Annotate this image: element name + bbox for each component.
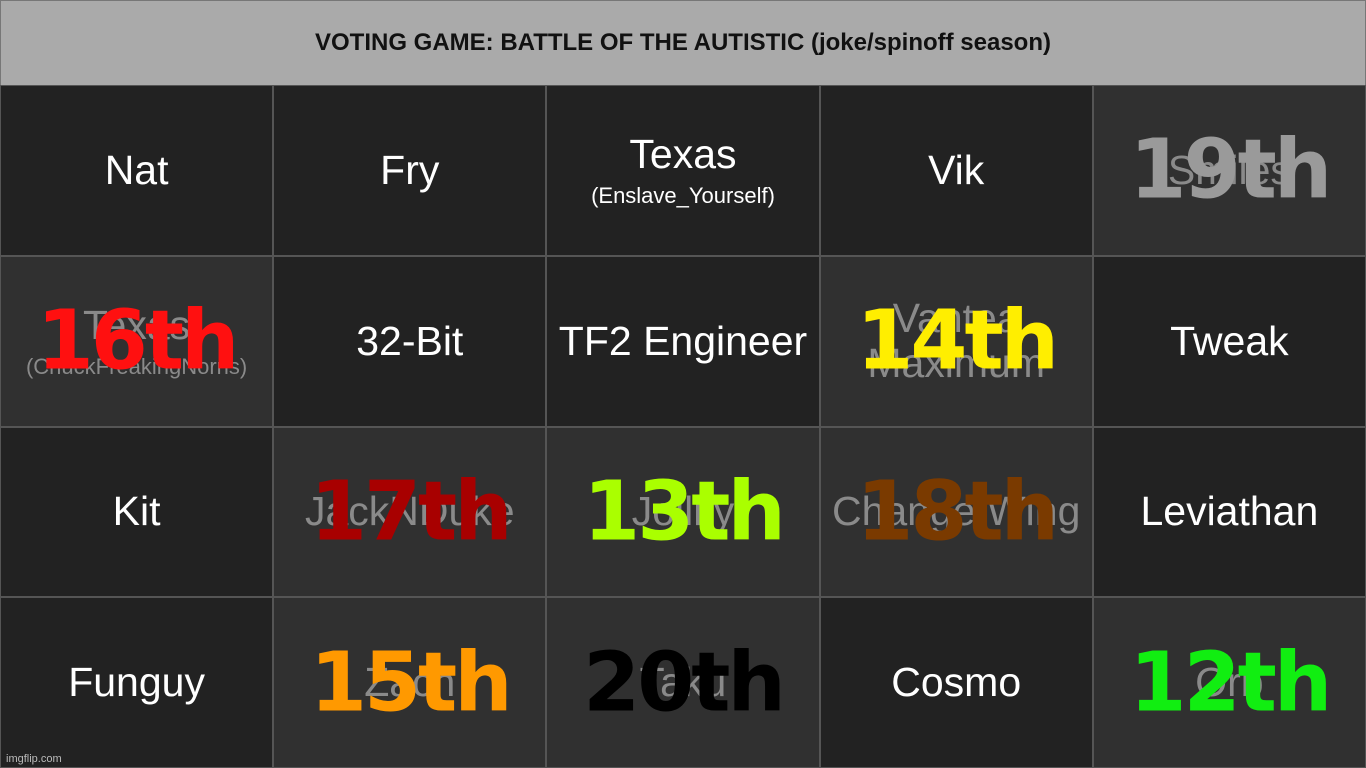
- contestant-name: Vantea Maximum: [867, 295, 1046, 387]
- contestant-name: Tweak: [1170, 317, 1289, 364]
- contestant-cell: Kit: [0, 426, 274, 598]
- contestant-name: Texas: [629, 130, 737, 177]
- contestant-cell: Change Wing 18th: [819, 426, 1093, 598]
- contestant-name: JackNDuke: [304, 488, 515, 535]
- contestant-subname: (ChuckFreakingNorris): [25, 353, 248, 379]
- contestant-cell: JackNDuke 17th: [273, 426, 547, 598]
- contestant-cell: Jollity 13th: [546, 426, 820, 598]
- contestant-name: Cosmo: [891, 659, 1022, 706]
- contestant-name: Nat: [104, 146, 169, 193]
- watermark: imgflip.com: [6, 753, 62, 765]
- contestant-name: Funguy: [68, 659, 205, 706]
- contestant-name: Smiles: [1167, 146, 1291, 193]
- contestant-name: Change Wing: [831, 488, 1081, 535]
- contestant-cell: Zach 15th: [273, 597, 547, 768]
- elimination-rank: 20th: [583, 635, 786, 731]
- elimination-rank: 12th: [1129, 635, 1333, 731]
- contestant-cell: 32-Bit: [273, 255, 547, 427]
- contestant-cell: Texas (ChuckFreakingNorris) 16th: [0, 255, 274, 427]
- contestant-name: 32-Bit: [356, 317, 464, 364]
- contestant-cell: Nat: [0, 85, 274, 256]
- contestant-cell: Taku 20th: [546, 597, 820, 768]
- contestant-cell: Fry: [273, 85, 547, 256]
- contestant-name: Vik: [928, 146, 985, 193]
- elimination-rank: 13th: [583, 464, 786, 560]
- contestant-subname: (Enslave_Yourself): [591, 182, 775, 208]
- contestant-name: Fry: [380, 146, 440, 193]
- elimination-rank: 14th: [856, 293, 1059, 389]
- elimination-rank: 17th: [309, 464, 513, 560]
- contestant-cell: Funguy: [0, 597, 274, 768]
- elimination-rank: 15th: [309, 635, 513, 731]
- contestant-name: Jollity: [631, 488, 735, 535]
- contestant-cell: Smiles 19th: [1092, 85, 1366, 256]
- elimination-rank: 18th: [856, 464, 1059, 560]
- contestant-cell: Texas (Enslave_Yourself): [546, 85, 820, 256]
- elimination-rank: 19th: [1129, 122, 1333, 218]
- contestant-cell: Tweak: [1092, 255, 1366, 427]
- elimination-rank: 16th: [36, 293, 240, 389]
- contestant-name: Kit: [112, 488, 161, 535]
- contestant-name: Taku: [639, 659, 727, 706]
- contestant-name: Zach: [364, 659, 456, 706]
- contestant-name: Orb: [1195, 659, 1264, 706]
- contestant-cell: Vantea Maximum 14th: [819, 255, 1093, 427]
- contestant-name: TF2 Engineer: [558, 317, 808, 364]
- contestant-cell: Vik: [819, 85, 1093, 256]
- contestant-cell: TF2 Engineer: [546, 255, 820, 427]
- contestant-cell: Orb 12th: [1092, 597, 1366, 768]
- contestant-cell: Cosmo: [819, 597, 1093, 768]
- title: VOTING GAME: BATTLE OF THE AUTISTIC (jok…: [0, 0, 1366, 86]
- contestant-name: Texas: [83, 301, 191, 348]
- contestant-cell: Leviathan: [1092, 426, 1366, 598]
- contestant-name: Leviathan: [1140, 488, 1319, 535]
